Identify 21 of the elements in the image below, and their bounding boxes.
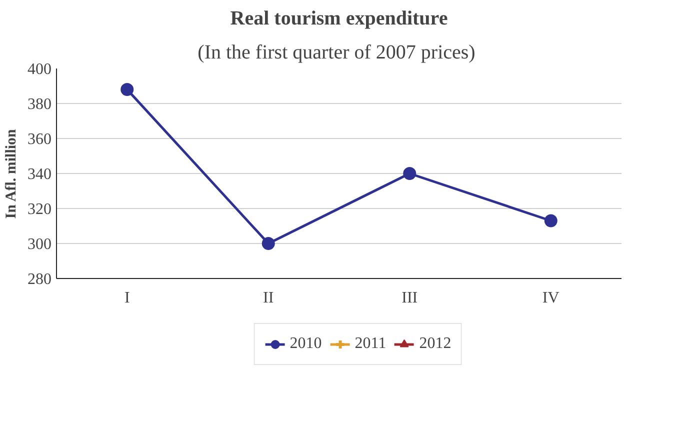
legend-label: 2011 [354,335,386,353]
chart-subtitle: (In the first quarter of 2007 prices) [198,42,476,64]
y-tick-label: 280 [28,271,52,288]
y-tick-label: 320 [28,201,52,218]
y-tick-label: 300 [28,236,52,253]
y-tick-label: 400 [28,61,52,78]
point [544,214,558,228]
x-tick-label: I [124,290,130,306]
y-tick-label: 340 [28,166,52,183]
point [120,83,134,96]
y-tick-label: 360 [28,131,52,148]
legend-label: 2012 [419,335,452,353]
point [403,167,416,180]
y-tick-label: 380 [28,96,52,113]
x-tick-label: III [402,290,418,306]
y-axis-title: In Afl. million [4,128,20,219]
x-tick-label: IV [542,290,560,306]
legend-label: 2010 [290,335,322,353]
chart-title: Real tourism expenditure [230,8,448,30]
point [262,237,275,250]
x-tick-label: II [263,290,274,306]
